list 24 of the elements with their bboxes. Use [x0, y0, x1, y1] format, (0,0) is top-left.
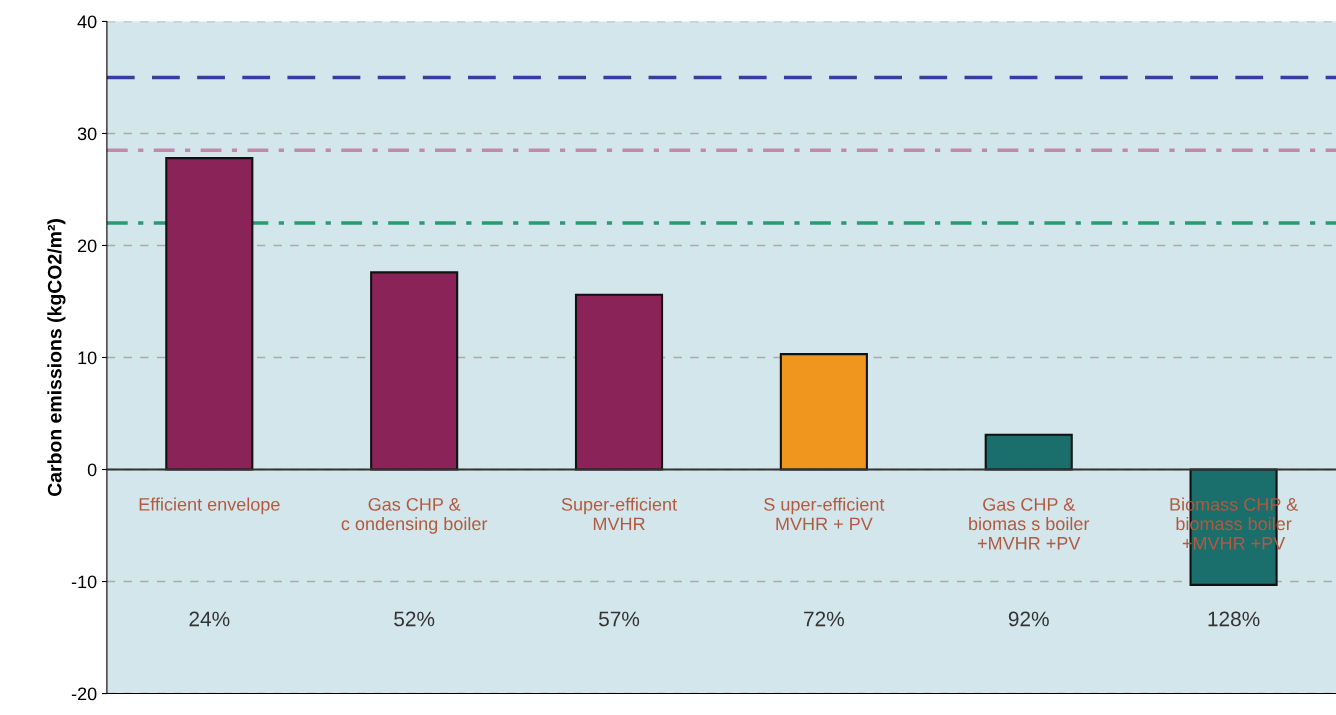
x-tick-label: S uper-efficient MVHR + PV: [764, 497, 885, 531]
y-tick-label: -10: [71, 575, 97, 589]
y-tick-label: 40: [77, 15, 97, 29]
annotation: 92%: [1008, 611, 1049, 627]
x-tick-label: Gas CHP & c ondensing boiler: [341, 498, 488, 534]
bar: [370, 271, 459, 471]
annotation: 72%: [804, 611, 844, 627]
y-tick-label: 20: [77, 239, 97, 253]
bar: [984, 433, 1073, 471]
annotation: 128%: [1208, 611, 1260, 627]
annotation: 57%: [599, 611, 640, 627]
y-tick-label: 30: [77, 127, 97, 141]
bar: [574, 293, 664, 471]
y-axis-title: Carbon emissions (kgCO2/m²): [47, 219, 66, 497]
bar: [165, 157, 254, 471]
y-tick-label: -20: [71, 687, 97, 701]
y-tick-label: 0: [87, 463, 97, 477]
bar: [779, 353, 868, 471]
annotation: 24%: [189, 611, 230, 627]
annotation: 52%: [394, 611, 435, 627]
x-tick-label: Super-efficient MVHR: [561, 497, 677, 531]
x-tick-label: Efficient envelope: [139, 497, 280, 515]
y-tick-label: 10: [78, 351, 97, 365]
x-tick-label: Gas CHP & biomas s boiler +MVHR +PV: [969, 498, 1090, 550]
